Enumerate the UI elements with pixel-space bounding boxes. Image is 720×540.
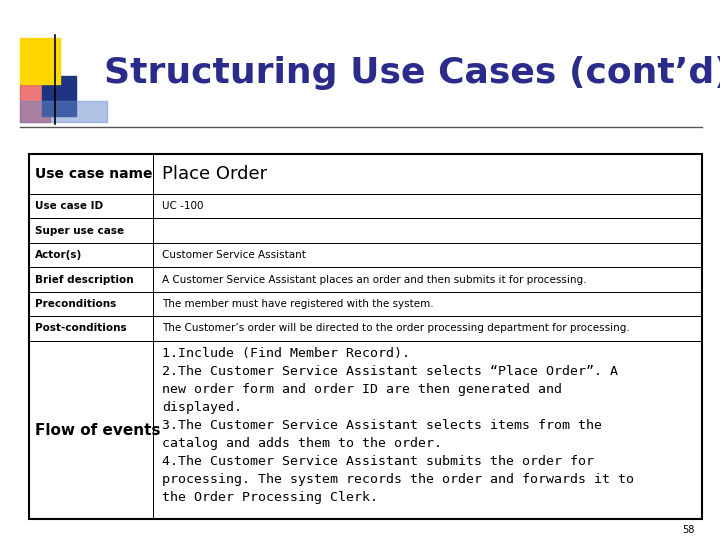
Text: 58: 58: [683, 524, 695, 535]
Bar: [42, 76, 76, 116]
Text: The member must have registered with the system.: The member must have registered with the…: [162, 299, 433, 309]
Text: UC -100: UC -100: [162, 201, 204, 211]
Text: Customer Service Assistant: Customer Service Assistant: [162, 250, 306, 260]
Text: Actor(s): Actor(s): [35, 250, 82, 260]
Text: Use case ID: Use case ID: [35, 201, 103, 211]
Text: Brief description: Brief description: [35, 274, 133, 285]
Text: Super use case: Super use case: [35, 226, 124, 235]
Text: Preconditions: Preconditions: [35, 299, 116, 309]
Bar: [29, 243, 702, 267]
Bar: [29, 341, 702, 519]
Bar: [29, 292, 702, 316]
Text: Structuring Use Cases (cont’d): Structuring Use Cases (cont’d): [104, 56, 720, 90]
Bar: [29, 267, 702, 292]
Text: Flow of events: Flow of events: [35, 423, 160, 437]
Bar: [20, 85, 50, 122]
Bar: [29, 316, 702, 341]
Bar: [29, 154, 702, 194]
Text: Post-conditions: Post-conditions: [35, 323, 126, 334]
Text: Place Order: Place Order: [162, 165, 267, 183]
Bar: [20, 38, 60, 84]
Bar: [29, 218, 702, 243]
Text: Use case name: Use case name: [35, 167, 152, 181]
Text: A Customer Service Assistant places an order and then submits it for processing.: A Customer Service Assistant places an o…: [162, 274, 587, 285]
Text: The Customer’s order will be directed to the order processing department for pro: The Customer’s order will be directed to…: [162, 323, 630, 334]
Bar: [29, 194, 702, 218]
Bar: [20, 101, 107, 122]
Text: 1.Include (Find Member Record).
2.The Customer Service Assistant selects “Place : 1.Include (Find Member Record). 2.The Cu…: [162, 347, 634, 504]
Bar: [29, 154, 702, 519]
